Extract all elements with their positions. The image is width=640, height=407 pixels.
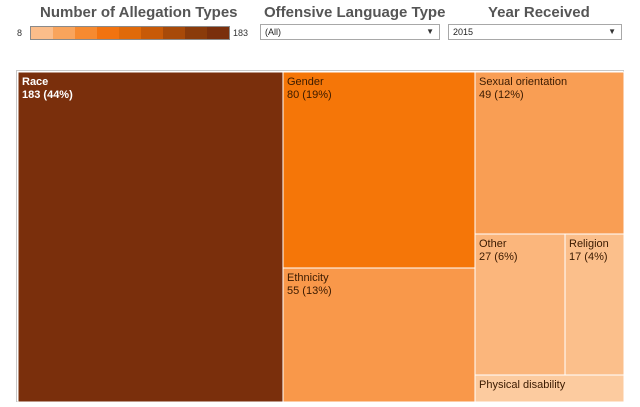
legend-swatch [53,27,75,39]
legend-max-label: 183 [233,28,249,38]
legend-swatch [163,27,185,39]
treemap-panel: Race 183 (44%) Gender 80 (19%) Ethnicity 55 (… [16,70,625,403]
legend-title: Number of Allegation Types [40,4,238,21]
treemap-label: Other [479,238,507,250]
treemap-value-label: 183 (44%) [22,89,73,101]
treemap-rect[interactable] [564,233,625,376]
treemap-rect[interactable] [474,374,625,403]
legend-swatch [75,27,97,39]
year-received-dropdown[interactable]: 2015 ▼ [448,24,622,40]
treemap-label: Religion [569,238,609,250]
treemap-value-label: 49 (12%) [479,89,524,101]
treemap-rect[interactable] [282,71,476,269]
treemap-label: Race [22,76,48,88]
legend-swatch [31,27,53,39]
treemap-label: Sexual orientation [479,76,567,88]
caret-down-icon[interactable]: ▼ [608,27,616,36]
legend-swatch [185,27,207,39]
color-legend: 8 183 [16,26,252,42]
year-received-value: 2015 [453,27,474,37]
caret-down-icon[interactable]: ▼ [426,27,434,36]
treemap-value-label: 17 (4%) [569,251,608,263]
legend-gradient-bar [30,26,230,40]
language-type-value: (All) [265,27,281,37]
year-filter-title: Year Received [488,4,590,21]
treemap-label: Gender [287,76,324,88]
treemap-label: Ethnicity [287,272,329,284]
treemap-label: Physical disability [479,379,566,391]
treemap-value-label: 27 (6%) [479,251,518,263]
legend-swatch [119,27,141,39]
legend-swatch [97,27,119,39]
treemap-rect[interactable] [474,71,625,235]
treemap-cell-physical-disability[interactable]: Physical disability [474,374,625,403]
legend-swatch [207,27,229,39]
legend-swatch [141,27,163,39]
legend-min-label: 8 [17,28,23,38]
language-type-dropdown[interactable]: (All) ▼ [260,24,440,40]
treemap-rect[interactable] [282,267,476,403]
treemap-rect[interactable] [17,71,284,403]
treemap-rect[interactable] [474,233,566,376]
treemap-value-label: 80 (19%) [287,89,332,101]
treemap-value-label: 55 (13%) [287,285,332,297]
language-filter-title: Offensive Language Type [264,4,446,21]
